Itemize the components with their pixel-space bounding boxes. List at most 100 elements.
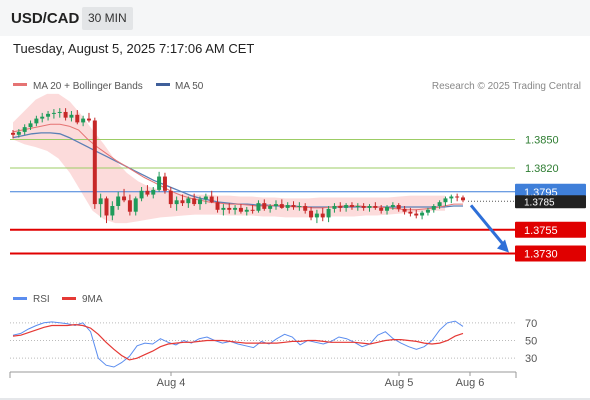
candle <box>221 204 226 216</box>
candle-body <box>461 197 465 201</box>
candle-body <box>344 205 349 208</box>
ma9-legend-swatch <box>62 297 76 300</box>
candle <box>326 206 331 223</box>
candle-body <box>437 202 442 206</box>
ma50-legend-swatch <box>156 83 170 86</box>
candle <box>332 203 337 213</box>
rsi-legend-swatch <box>13 297 27 300</box>
candle <box>233 205 238 215</box>
candle <box>203 193 208 205</box>
candle-body <box>16 131 21 135</box>
candle-body <box>420 212 425 216</box>
candle-body <box>151 189 156 195</box>
candle <box>256 200 261 213</box>
candle-body <box>116 196 121 206</box>
x-axis-label: Aug 6 <box>456 377 485 389</box>
candle <box>227 203 232 214</box>
candle-body <box>227 207 232 210</box>
candle <box>22 124 27 135</box>
candle-body <box>86 118 91 121</box>
candle <box>46 111 51 121</box>
candle-body <box>349 205 354 207</box>
candle <box>262 199 267 211</box>
candle <box>51 109 56 119</box>
x-axis-label: Aug 5 <box>385 377 414 389</box>
candle <box>390 202 395 210</box>
candle <box>133 196 138 216</box>
candle-body <box>11 132 15 135</box>
bollinger-band-fill <box>13 93 445 224</box>
candle-body <box>57 111 62 113</box>
candle <box>198 196 203 210</box>
candle-body <box>40 116 45 119</box>
candle-body <box>133 198 138 212</box>
candle-body <box>157 176 162 190</box>
support-label-box <box>515 221 586 238</box>
candle-body <box>238 207 243 212</box>
candle <box>443 196 448 206</box>
candle-body <box>361 206 366 208</box>
candle <box>16 129 21 138</box>
candle-body <box>338 206 343 208</box>
forecast-arrow-shaft <box>469 204 507 248</box>
candle <box>461 195 465 203</box>
candle-body <box>443 198 448 203</box>
candle-body <box>309 210 314 218</box>
candle-body <box>373 206 378 208</box>
rsi-panel: 70 50 30 <box>10 318 537 368</box>
candle-body <box>320 213 325 218</box>
candle <box>455 193 460 202</box>
symbol-title: USD/CAD <box>11 10 80 27</box>
candle <box>303 203 308 214</box>
candle-body <box>92 120 97 205</box>
candle <box>285 202 290 211</box>
candle <box>414 209 419 219</box>
candle <box>238 204 243 214</box>
candle-body <box>180 200 185 204</box>
candle-body <box>98 198 103 205</box>
datetime-label: Tuesday, August 5, 2025 7:17:06 AM CET <box>13 41 255 56</box>
candle <box>151 187 156 199</box>
ma9-legend-label: 9MA <box>82 294 103 305</box>
candle-body <box>22 127 27 132</box>
candle <box>355 203 360 211</box>
candle-body <box>34 118 39 124</box>
candle-body <box>209 196 214 203</box>
candle <box>349 202 354 210</box>
credit-label: Research © 2025 Trading Central <box>432 81 581 92</box>
candle-body <box>431 206 436 210</box>
candle <box>273 200 278 210</box>
candle-body <box>127 200 132 212</box>
candle <box>174 196 179 211</box>
candle-body <box>279 204 284 208</box>
rsi-level-label: 30 <box>525 353 537 365</box>
candle <box>63 108 68 121</box>
support-label: 1.3730 <box>524 249 558 261</box>
candle <box>11 130 15 139</box>
candle <box>291 201 296 210</box>
candle-body <box>455 196 460 198</box>
candle <box>215 196 220 213</box>
candle-body <box>244 209 249 212</box>
candle <box>420 210 425 220</box>
rsi-line <box>12 320 464 368</box>
candle <box>57 108 62 118</box>
candle-body <box>326 208 331 218</box>
rsi-legend-label: RSI <box>33 294 50 305</box>
candle <box>110 201 115 221</box>
candle-body <box>256 203 261 211</box>
candle <box>145 185 150 197</box>
candle-body <box>291 205 296 207</box>
candle <box>379 205 384 214</box>
candle <box>75 110 80 125</box>
timeframe-badge[interactable]: 30 MIN <box>82 7 133 30</box>
price-chart: MA 20 + Bollinger Bands MA 50 Research ©… <box>9 81 586 389</box>
candle-body <box>268 206 273 209</box>
candle-body <box>122 196 127 201</box>
candle <box>431 204 436 213</box>
support-label-box <box>515 245 586 262</box>
candle <box>344 203 349 212</box>
candle <box>425 207 430 216</box>
bollinger-band-area <box>13 93 445 224</box>
